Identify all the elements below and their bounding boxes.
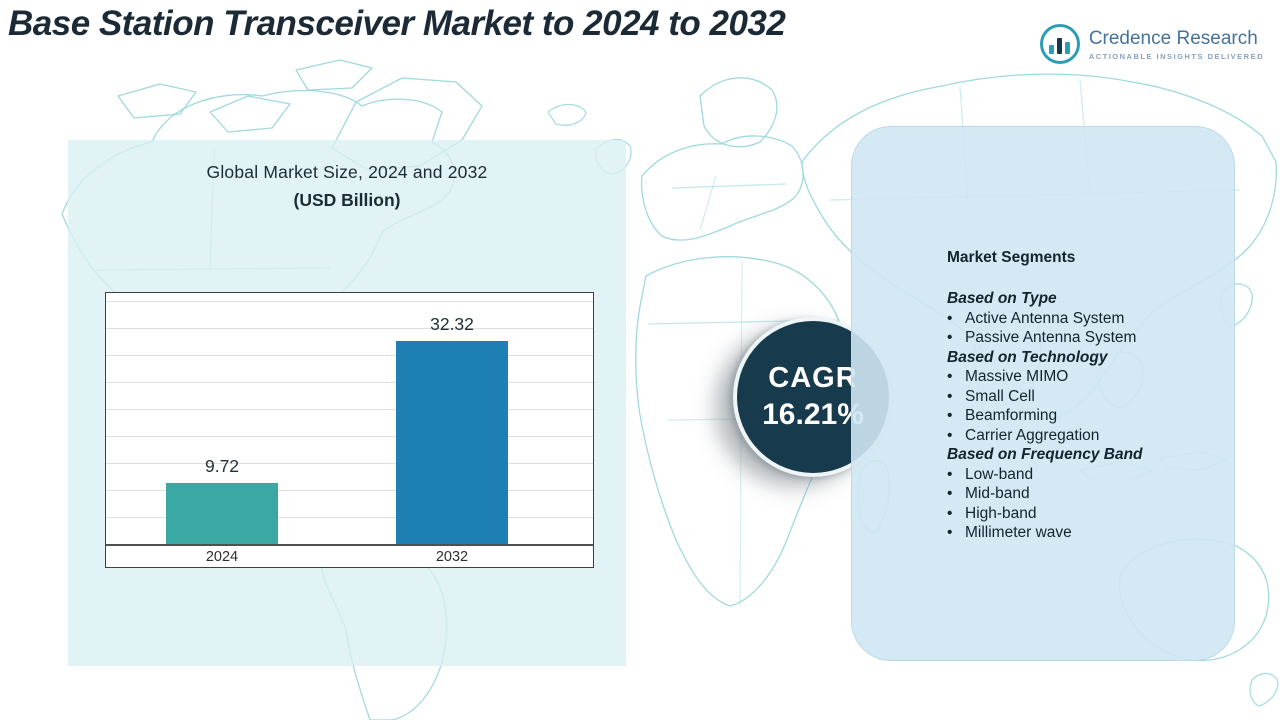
logo-bar-icon (1049, 45, 1055, 54)
bar-chart-plot: 9.72 32.32 (106, 293, 593, 546)
cagr-value: 16.21% (762, 398, 864, 431)
bullet-icon (947, 504, 965, 524)
segment-item-label: Low-band (965, 465, 1034, 483)
segment-heading-frequency-band: Based on Frequency Band (947, 446, 1143, 463)
logo-text: Credence Research Actionable Insights De… (1089, 28, 1264, 61)
bar-2032: 32.32 (396, 314, 508, 544)
logo-tagline: Actionable Insights Delivered (1088, 51, 1264, 61)
segment-heading-technology: Based on Technology (947, 348, 1108, 366)
segment-item-label: Massive MIMO (965, 368, 1069, 385)
credence-logo-icon (1039, 24, 1080, 64)
bullet-icon (947, 484, 965, 504)
logo-name: Credence Research (1088, 27, 1258, 49)
segment-item: Carrier Aggregation (947, 426, 1208, 446)
bullet-icon (947, 328, 965, 348)
bar-2024-value: 9.72 (204, 456, 240, 477)
segment-item-label: Millimeter wave (965, 524, 1072, 541)
segment-item: High-band (947, 504, 1208, 524)
segment-item-label: High-band (965, 504, 1037, 522)
bullet-icon (947, 426, 965, 446)
segment-item: Small Cell (947, 387, 1208, 407)
segment-heading-type: Based on Type (947, 290, 1057, 307)
market-size-panel: Global Market Size, 2024 and 2032 (USD B… (68, 140, 626, 666)
segment-item: Beamforming (947, 406, 1208, 426)
x-label-2032: 2032 (435, 549, 469, 565)
segment-item: Massive MIMO (947, 367, 1208, 387)
chart-title: Global Market Size, 2024 and 2032 (206, 162, 488, 182)
segment-item: Active Antenna System (947, 309, 1208, 329)
bar-2032-value: 32.32 (430, 314, 474, 335)
bar-2024: 9.72 (166, 456, 278, 544)
bullet-icon (947, 523, 965, 543)
map-africa (635, 256, 847, 607)
bullet-icon (947, 387, 965, 407)
market-segments-panel: Market Segments Based on Type Active Ant… (851, 126, 1235, 661)
bullet-icon (947, 406, 965, 426)
segment-item-label: Passive Antenna System (965, 329, 1137, 346)
cagr-label: CAGR (768, 362, 858, 394)
segment-item: Passive Antenna System (947, 328, 1208, 348)
page-title: Base Station Transceiver Market to 2024 … (8, 4, 786, 43)
bullet-icon (947, 465, 965, 485)
bullet-icon (947, 309, 965, 329)
credence-logo: Credence Research Actionable Insights De… (1039, 24, 1264, 64)
logo-bar-icon (1057, 38, 1063, 54)
chart-title-block: Global Market Size, 2024 and 2032 (USD B… (68, 162, 626, 211)
bullet-icon (947, 367, 965, 387)
chart-subtitle: (USD Billion) (293, 190, 401, 210)
segments-title: Market Segments (947, 249, 1076, 266)
segment-item-label: Carrier Aggregation (965, 426, 1100, 444)
segment-item-label: Beamforming (965, 407, 1058, 424)
map-europe (640, 135, 804, 241)
segment-item-label: Active Antenna System (965, 309, 1125, 327)
logo-bar-icon (1065, 42, 1071, 54)
segment-item: Low-band (947, 465, 1208, 485)
segment-item-label: Small Cell (965, 387, 1035, 405)
x-label-2024: 2024 (205, 549, 239, 565)
segment-item-label: Mid-band (965, 485, 1030, 502)
bar-chart: 9.72 32.32 2024 2032 (105, 292, 594, 568)
segment-item: Mid-band (947, 484, 1208, 504)
segment-item: Millimeter wave (947, 523, 1208, 543)
